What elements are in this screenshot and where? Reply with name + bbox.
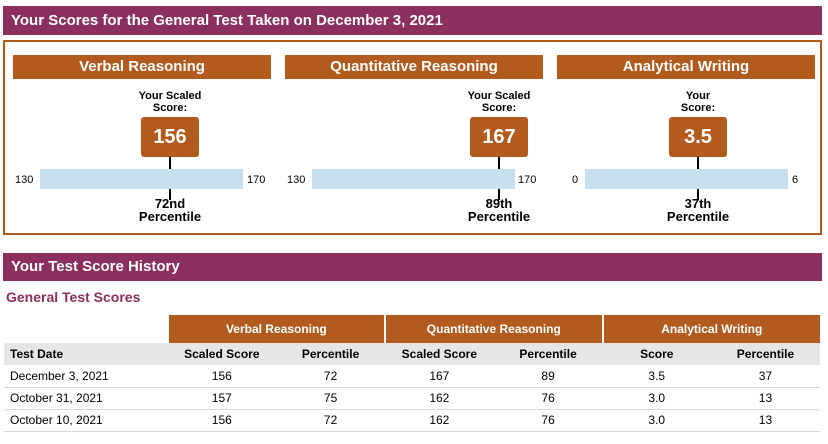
test-date-cell: October 10, 2021 (4, 409, 168, 432)
writing-score-panel: Analytical Writing Your Score: 3.5 0 6 37… (557, 55, 815, 225)
column-header-quant-percentile: Percentile (493, 343, 603, 365)
writing-score-cell: 3.0 (602, 409, 711, 432)
table-corner (4, 315, 168, 343)
test-date-cell: October 31, 2021 (4, 387, 168, 410)
score-history-table: Verbal Reasoning Quantitative Reasoning … (4, 315, 820, 432)
verbal-percentile-cell: 72 (276, 365, 386, 388)
writing-percentile-cell: 13 (710, 409, 820, 432)
verbal-percentile: 72nd Percentile (138, 196, 202, 224)
scores-panel: Verbal Reasoning Your Scaled Score: 156 1… (3, 40, 822, 235)
page-title-banner: Your Scores for the General Test Taken o… (3, 6, 822, 35)
quant-scaled-cell: 162 (385, 387, 494, 410)
page-title: Your Scores for the General Test Taken o… (11, 12, 443, 29)
verbal-scale-max: 170 (247, 174, 266, 186)
verbal-percentile-cell: 72 (276, 409, 386, 432)
table-row: October 10, 2021 156 72 162 76 3.0 13 (4, 409, 820, 432)
verbal-heading: Verbal Reasoning (13, 55, 271, 79)
quant-percentile-cell: 76 (493, 409, 603, 432)
quant-scaled-cell: 162 (385, 409, 494, 432)
history-banner: Your Test Score History (3, 253, 822, 281)
verbal-scaled-cell: 157 (167, 387, 277, 410)
quant-percentile-cell: 89 (493, 365, 603, 388)
writing-scale-max: 6 (792, 174, 799, 186)
column-header-quant-scaled: Scaled Score (385, 343, 494, 365)
quant-scaled-cell: 167 (385, 365, 494, 388)
column-header-verbal-scaled: Scaled Score (167, 343, 277, 365)
writing-score-cell: 3.0 (602, 387, 711, 410)
quant-percentile: 89th Percentile (467, 196, 531, 224)
writing-score-box: 3.5 (669, 117, 727, 157)
writing-percentile: 37th Percentile (666, 196, 730, 224)
quant-score-box: 167 (470, 117, 528, 157)
verbal-scaled-cell: 156 (167, 365, 277, 388)
table-row: October 31, 2021 157 75 162 76 3.0 13 (4, 387, 820, 410)
quant-score-label: Your Scaled Score: (467, 90, 531, 114)
verbal-score-label: Your Scaled Score: (138, 90, 202, 114)
quant-scale-max: 170 (518, 174, 537, 186)
column-header-writing-score: Score (602, 343, 711, 365)
column-header-writing-percentile: Percentile (710, 343, 820, 365)
verbal-scaled-cell: 156 (167, 409, 277, 432)
writing-heading: Analytical Writing (557, 55, 815, 79)
verbal-percentile-cell: 75 (276, 387, 386, 410)
writing-scale-bar (585, 169, 788, 189)
writing-percentile-cell: 37 (710, 365, 820, 388)
group-header-quant: Quantitative Reasoning (384, 315, 603, 343)
group-header-writing: Analytical Writing (601, 315, 820, 343)
history-title: Your Test Score History (11, 258, 180, 275)
quant-scale-min: 130 (287, 174, 306, 186)
quant-heading: Quantitative Reasoning (285, 55, 543, 79)
verbal-scale-bar (40, 169, 243, 189)
writing-score-label: Your Score: (680, 90, 716, 114)
quant-percentile-cell: 76 (493, 387, 603, 410)
table-row: December 3, 2021 156 72 167 89 3.5 37 (4, 365, 820, 388)
verbal-scale-min: 130 (15, 174, 34, 186)
test-date-cell: December 3, 2021 (4, 365, 168, 388)
writing-score-cell: 3.5 (602, 365, 711, 388)
verbal-score-panel: Verbal Reasoning Your Scaled Score: 156 1… (13, 55, 271, 225)
verbal-score-box: 156 (141, 117, 199, 157)
column-header-verbal-percentile: Percentile (276, 343, 386, 365)
group-header-verbal: Verbal Reasoning (166, 315, 386, 343)
quant-score-panel: Quantitative Reasoning Your Scaled Score:… (285, 55, 543, 225)
writing-percentile-cell: 13 (710, 387, 820, 410)
quant-scale-bar (312, 169, 515, 189)
history-subtitle: General Test Scores (6, 289, 141, 305)
column-header-test-date: Test Date (4, 343, 168, 365)
writing-scale-min: 0 (572, 174, 579, 186)
